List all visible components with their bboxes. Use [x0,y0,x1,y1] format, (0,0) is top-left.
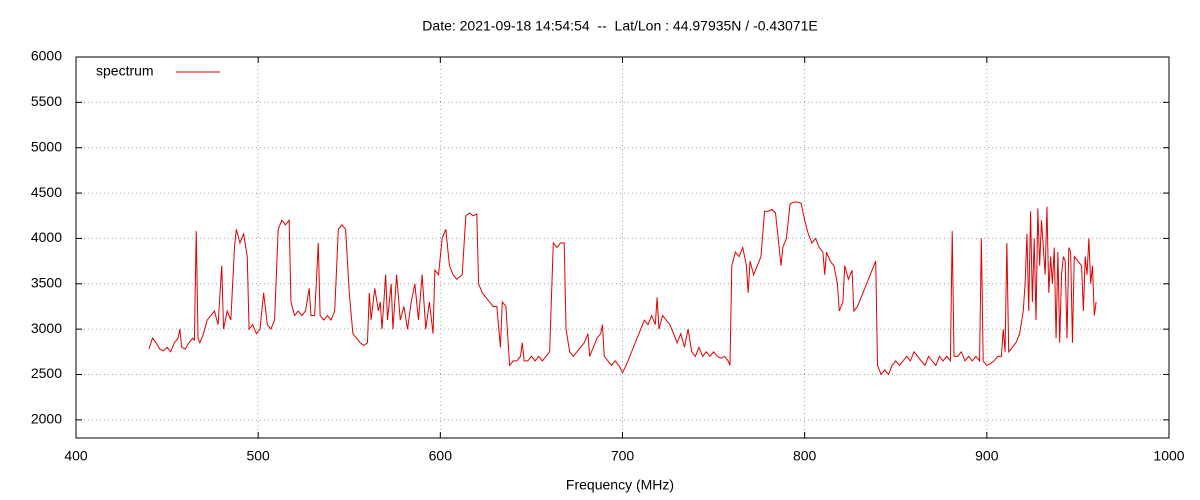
y-tick-label: 4500 [31,184,62,200]
x-tick-label: 600 [429,448,453,464]
y-tick-label: 5000 [31,138,62,154]
y-tick-label: 3000 [31,320,62,336]
series-line [148,201,1097,376]
x-tick-label: 800 [793,448,817,464]
y-tick-label: 2500 [31,365,62,381]
y-tick-label: 2000 [31,411,62,427]
x-tick-label: 500 [246,448,270,464]
y-tick-label: 4000 [31,229,62,245]
x-tick-label: 1000 [1153,448,1184,464]
plot-frame [75,56,1170,439]
y-tick-label: 5500 [31,93,62,109]
x-axis-label: Frequency (MHz) [566,477,674,493]
chart-title: Date: 2021-09-18 14:54:54 -- Lat/Lon : 4… [422,18,817,34]
x-tick-label: 400 [64,448,88,464]
legend-label: spectrum [96,63,154,79]
y-tick-label: 6000 [31,48,62,64]
x-tick-label: 900 [975,448,999,464]
y-tick-label: 3500 [31,274,62,290]
x-tick-label: 700 [611,448,635,464]
